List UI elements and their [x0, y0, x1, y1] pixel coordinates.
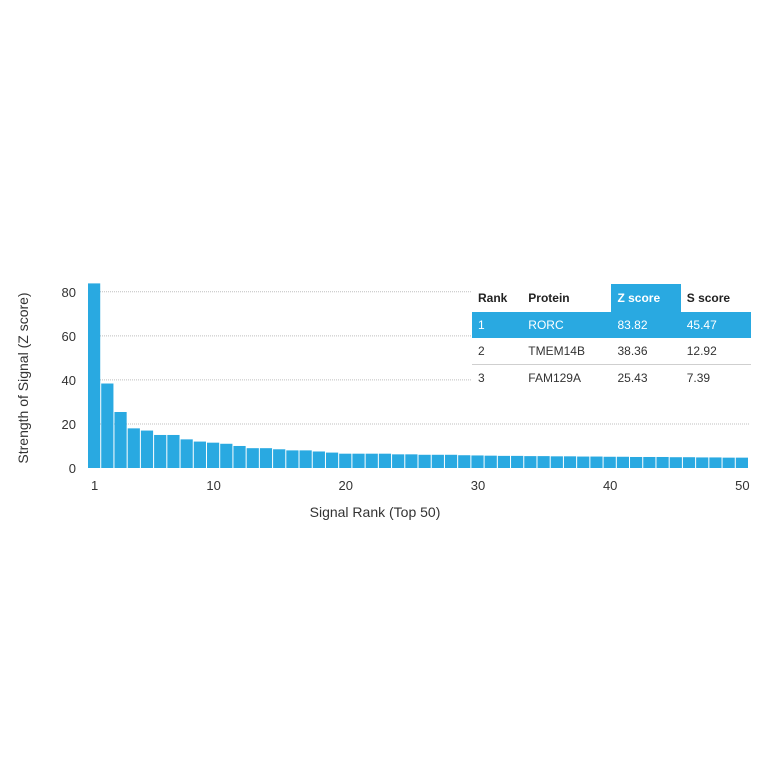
x-tick-label: 10	[206, 478, 220, 493]
bar	[524, 456, 537, 468]
bar	[563, 456, 577, 468]
bar	[471, 455, 484, 468]
bar	[669, 457, 682, 468]
y-axis-label: Strength of Signal (Z score)	[15, 292, 31, 463]
bar	[722, 457, 735, 468]
bar	[299, 450, 312, 468]
x-tick-label: 30	[471, 478, 485, 493]
bar	[497, 455, 511, 468]
cell-z-score: 83.82	[611, 312, 681, 338]
header-protein: Protein	[528, 291, 570, 305]
y-tick-label: 60	[62, 329, 76, 344]
bar	[577, 456, 590, 468]
bars	[88, 283, 748, 468]
table-row: 1 RORC 83.82 45.47	[472, 312, 751, 338]
bar	[656, 456, 669, 468]
bar	[405, 454, 418, 468]
cell-protein: RORC	[522, 312, 612, 338]
bar	[114, 411, 127, 468]
bar	[259, 448, 273, 468]
bar	[273, 449, 286, 468]
y-axis-ticks: 0 20 40 60 80	[62, 285, 76, 476]
cell-z-score: 38.36	[617, 344, 648, 358]
bar	[325, 452, 339, 468]
bar	[206, 442, 220, 468]
bar	[682, 457, 696, 468]
bar	[233, 445, 246, 468]
bar	[484, 455, 497, 468]
table-header-row: Rank Protein Z score S score	[472, 284, 751, 312]
x-tick-label: 1	[91, 478, 98, 493]
top-proteins-table: Rank Protein Z score S score 1 RORC 83.8…	[472, 284, 751, 391]
bar	[643, 456, 656, 468]
header-rank: Rank	[478, 291, 508, 305]
bar	[140, 430, 154, 468]
bar	[590, 456, 603, 468]
bar	[458, 455, 471, 468]
bar	[709, 457, 722, 468]
cell-rank: 1	[472, 312, 523, 338]
bar	[101, 383, 114, 468]
x-axis-label: Signal Rank (Top 50)	[310, 504, 441, 520]
bar	[392, 454, 405, 468]
x-axis-ticks: 1 10 20 30 40 50	[91, 478, 750, 493]
bar	[431, 454, 444, 468]
y-tick-label: 20	[62, 417, 76, 432]
bar	[193, 441, 206, 468]
bar	[286, 450, 299, 468]
x-tick-label: 40	[603, 478, 617, 493]
bar	[365, 453, 378, 468]
x-tick-label: 20	[339, 478, 353, 493]
table-row: 3 FAM129A 25.43 7.39	[472, 364, 751, 391]
bar	[537, 456, 550, 468]
cell-protein: FAM129A	[522, 364, 612, 391]
bar	[603, 456, 616, 468]
cell-protein: TMEM14B	[528, 344, 585, 358]
bar	[418, 454, 431, 468]
bar	[180, 439, 193, 468]
bar	[696, 457, 709, 468]
y-tick-label: 0	[69, 461, 76, 476]
header-s-score: S score	[686, 291, 731, 305]
bar	[630, 456, 643, 468]
cell-rank: 3	[472, 364, 523, 391]
bar	[511, 455, 524, 468]
x-tick-label: 50	[735, 478, 749, 493]
bar	[167, 434, 180, 468]
bar	[550, 456, 563, 468]
bar	[616, 456, 630, 468]
bar	[312, 451, 325, 468]
bar	[339, 453, 352, 468]
table-row: 2 TMEM14B 38.36 12.92	[472, 338, 751, 365]
bar	[154, 434, 167, 468]
header-z-score: Z score	[611, 284, 681, 312]
cell-rank: 2	[478, 344, 485, 358]
bar	[444, 454, 458, 468]
bar	[352, 453, 365, 468]
bar	[88, 283, 101, 468]
bar	[735, 457, 748, 468]
cell-s-score: 45.47	[680, 312, 751, 338]
bar	[127, 428, 140, 468]
cell-s-score: 7.39	[680, 364, 751, 391]
y-tick-label: 80	[62, 285, 76, 300]
cell-s-score: 12.92	[686, 344, 717, 358]
bar	[378, 453, 392, 468]
bar	[220, 443, 233, 468]
cell-z-score: 25.43	[611, 364, 681, 391]
y-tick-label: 40	[62, 373, 76, 388]
bar	[246, 448, 259, 468]
